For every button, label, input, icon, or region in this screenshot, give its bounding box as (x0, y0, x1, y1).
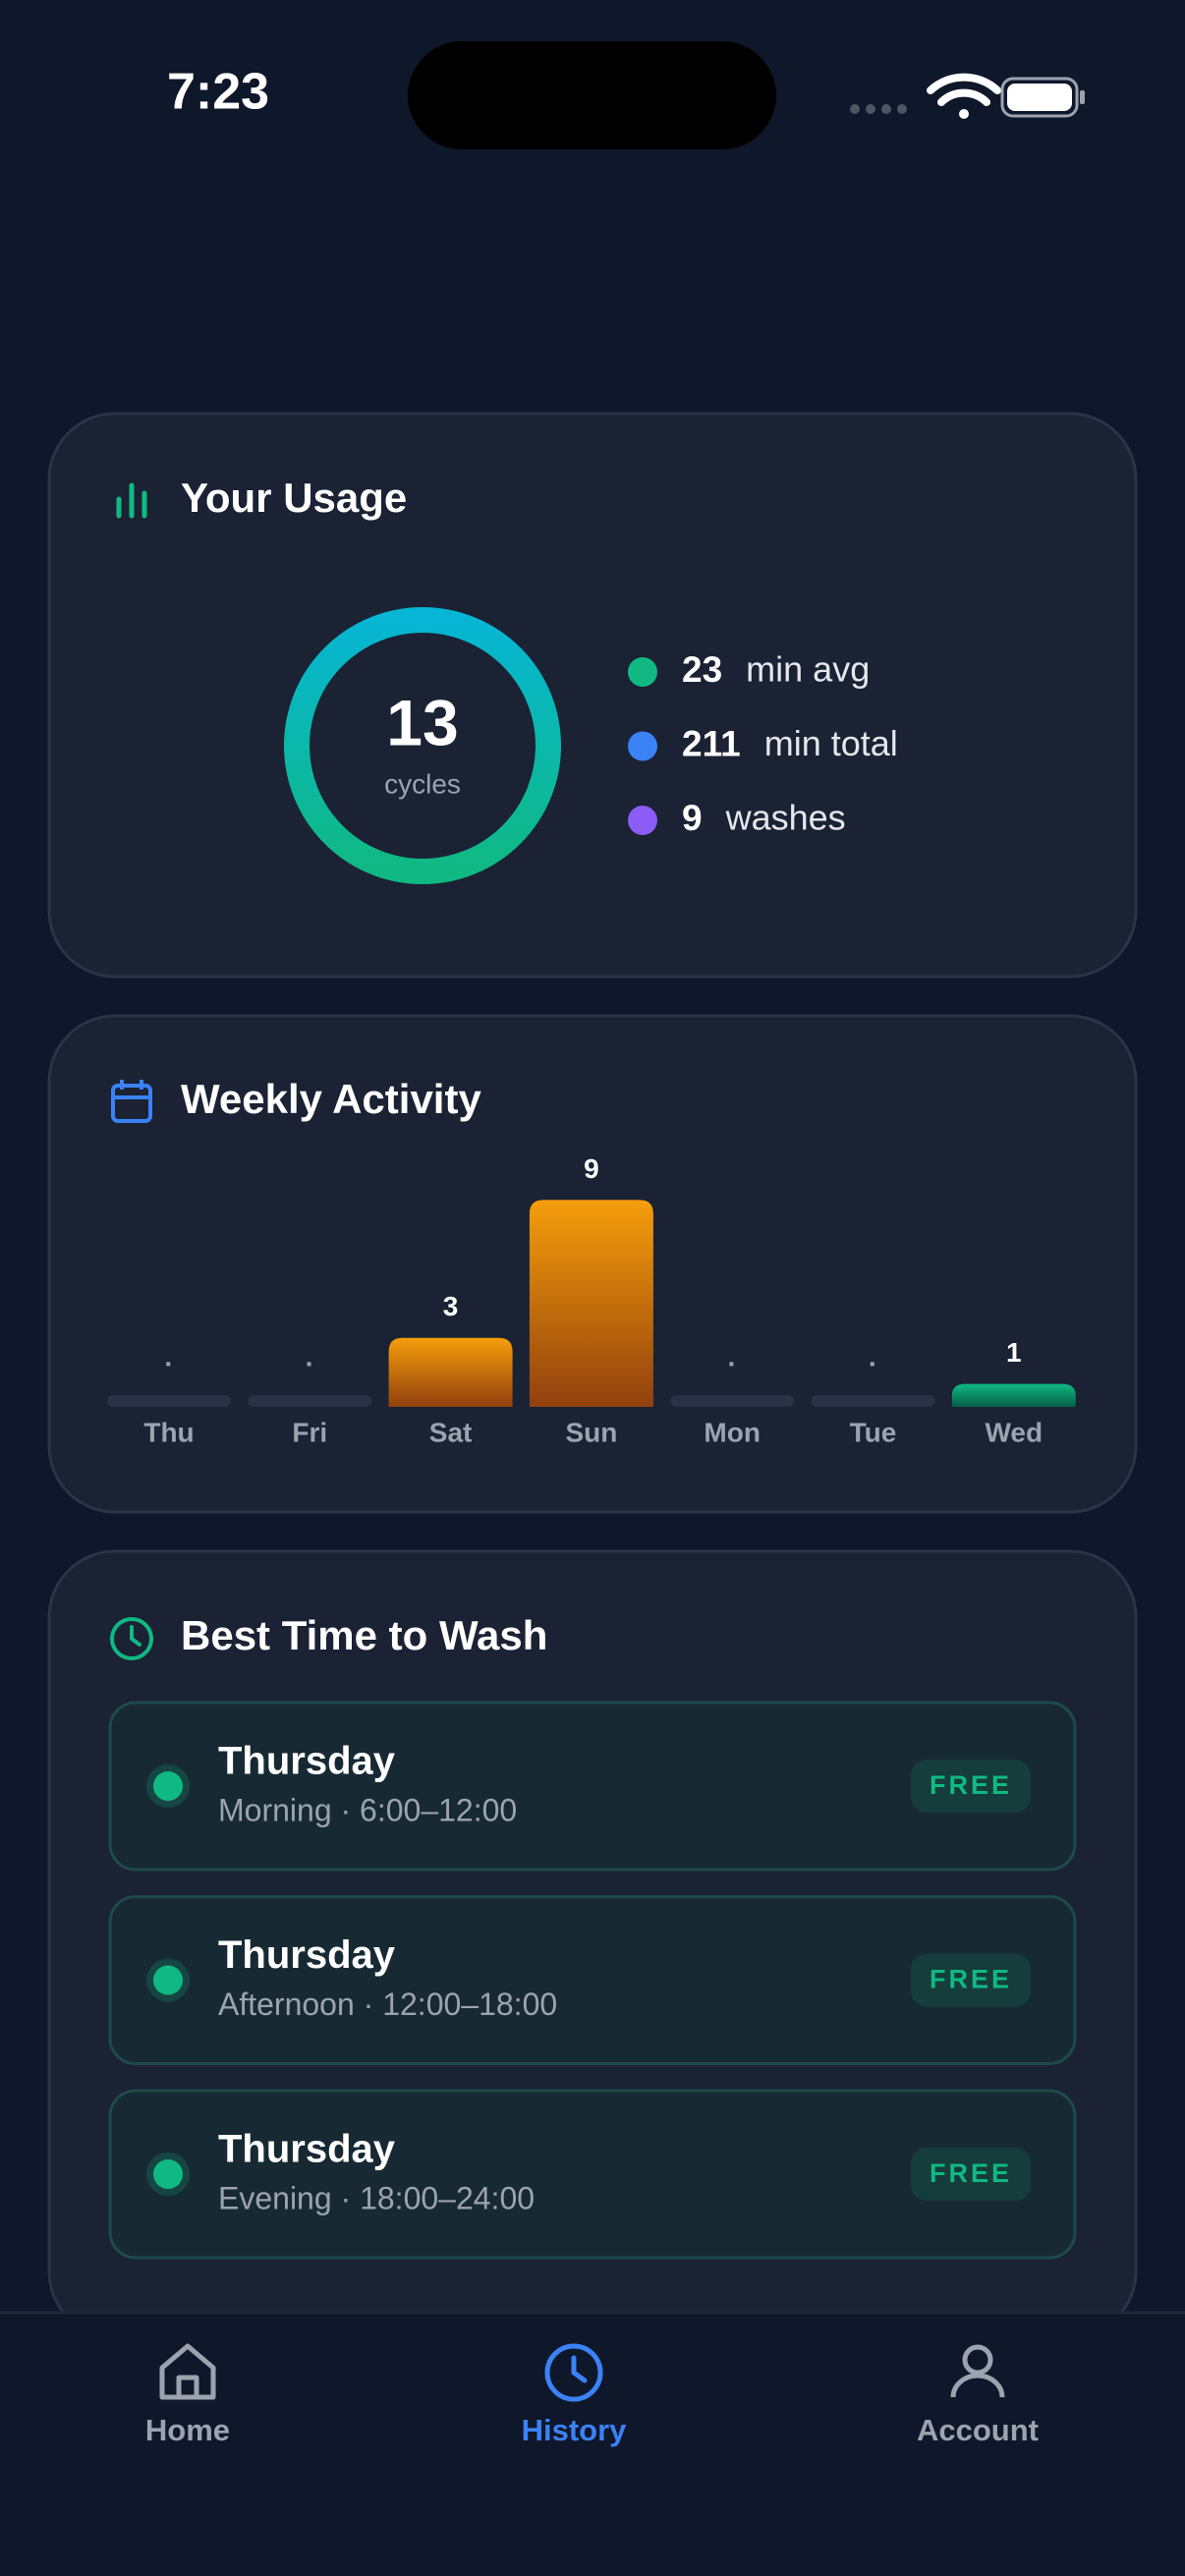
status-time: 7:23 (167, 64, 269, 121)
card-title: Best Time to Wash (181, 1612, 547, 1658)
stat-value: 211 (682, 723, 741, 763)
day-label: Sat (429, 1417, 473, 1447)
battery-icon (1000, 77, 1085, 118)
cycles-value: 13 (386, 686, 458, 758)
bar-value-label: 3 (443, 1291, 459, 1321)
bar (107, 1395, 231, 1407)
day-label: Wed (985, 1417, 1043, 1447)
status-badge (911, 2148, 1031, 2201)
dynamic-island (408, 41, 776, 149)
nav-label[interactable]: Home (145, 2413, 230, 2447)
stat-value: 9 (682, 798, 703, 838)
day-label: Sun (565, 1417, 617, 1447)
calendar-icon (111, 1080, 152, 1123)
slot-day: Thursday (218, 2128, 396, 2171)
card-title: Your Usage (181, 475, 407, 521)
bar (388, 1337, 513, 1407)
bar (529, 1200, 653, 1407)
account-icon[interactable] (950, 2344, 1005, 2398)
bar-value-label: · (306, 1348, 314, 1378)
status-badge (911, 1953, 1031, 2007)
slot-period: Morning · 6:00–12:00 (218, 1792, 517, 1827)
stat-dot (628, 657, 657, 687)
slot-row[interactable] (108, 1701, 1077, 1872)
status-text: FREE (930, 1770, 1012, 1800)
day-label: Mon (704, 1417, 761, 1447)
bar-value-label: · (728, 1348, 737, 1378)
slot-dot (153, 1965, 183, 1995)
bar (951, 1383, 1076, 1407)
status-badge (911, 1760, 1031, 1813)
slot-period: Afternoon · 12:00–18:00 (218, 1987, 557, 2022)
slot-row[interactable] (108, 1895, 1077, 2065)
clock-icon (110, 1617, 153, 1660)
stat-dot (628, 806, 657, 835)
stat-value: 23 (682, 649, 722, 690)
bar-value-label: 1 (1006, 1337, 1022, 1368)
day-label: Tue (850, 1417, 897, 1447)
cycles-ring (284, 607, 561, 884)
signal (850, 104, 907, 114)
nav-label[interactable]: Account (917, 2413, 1039, 2447)
slot-period: Evening · 18:00–24:00 (218, 2180, 535, 2215)
stat-dot (628, 731, 657, 761)
status-text: FREE (930, 1965, 1012, 1994)
bar-value-label: · (869, 1348, 877, 1378)
day-label: Fri (292, 1417, 327, 1447)
slot-day: Thursday (218, 1740, 396, 1783)
chart-icon (116, 482, 147, 519)
cycles-label: cycles (384, 768, 461, 799)
home-icon[interactable] (159, 2343, 216, 2400)
bar (248, 1395, 372, 1407)
nav-label[interactable]: History (522, 2413, 628, 2447)
bar (811, 1395, 935, 1407)
slot-dot (153, 2159, 183, 2189)
history-icon[interactable] (544, 2343, 603, 2402)
card-title: Weekly Activity (181, 1076, 481, 1122)
status-text: FREE (930, 2158, 1012, 2188)
bar-value-label: · (164, 1348, 173, 1378)
slot-row[interactable] (108, 2089, 1077, 2260)
bar (670, 1395, 795, 1407)
slot-day: Thursday (218, 1933, 396, 1977)
day-label: Thu (143, 1417, 194, 1447)
bar-value-label: 9 (584, 1153, 599, 1184)
stat-label: washes (725, 798, 846, 838)
wifi-icon (927, 73, 1001, 119)
slot-dot (153, 1771, 183, 1801)
stat-label: min total (764, 723, 898, 763)
stat-label: min avg (746, 649, 870, 690)
